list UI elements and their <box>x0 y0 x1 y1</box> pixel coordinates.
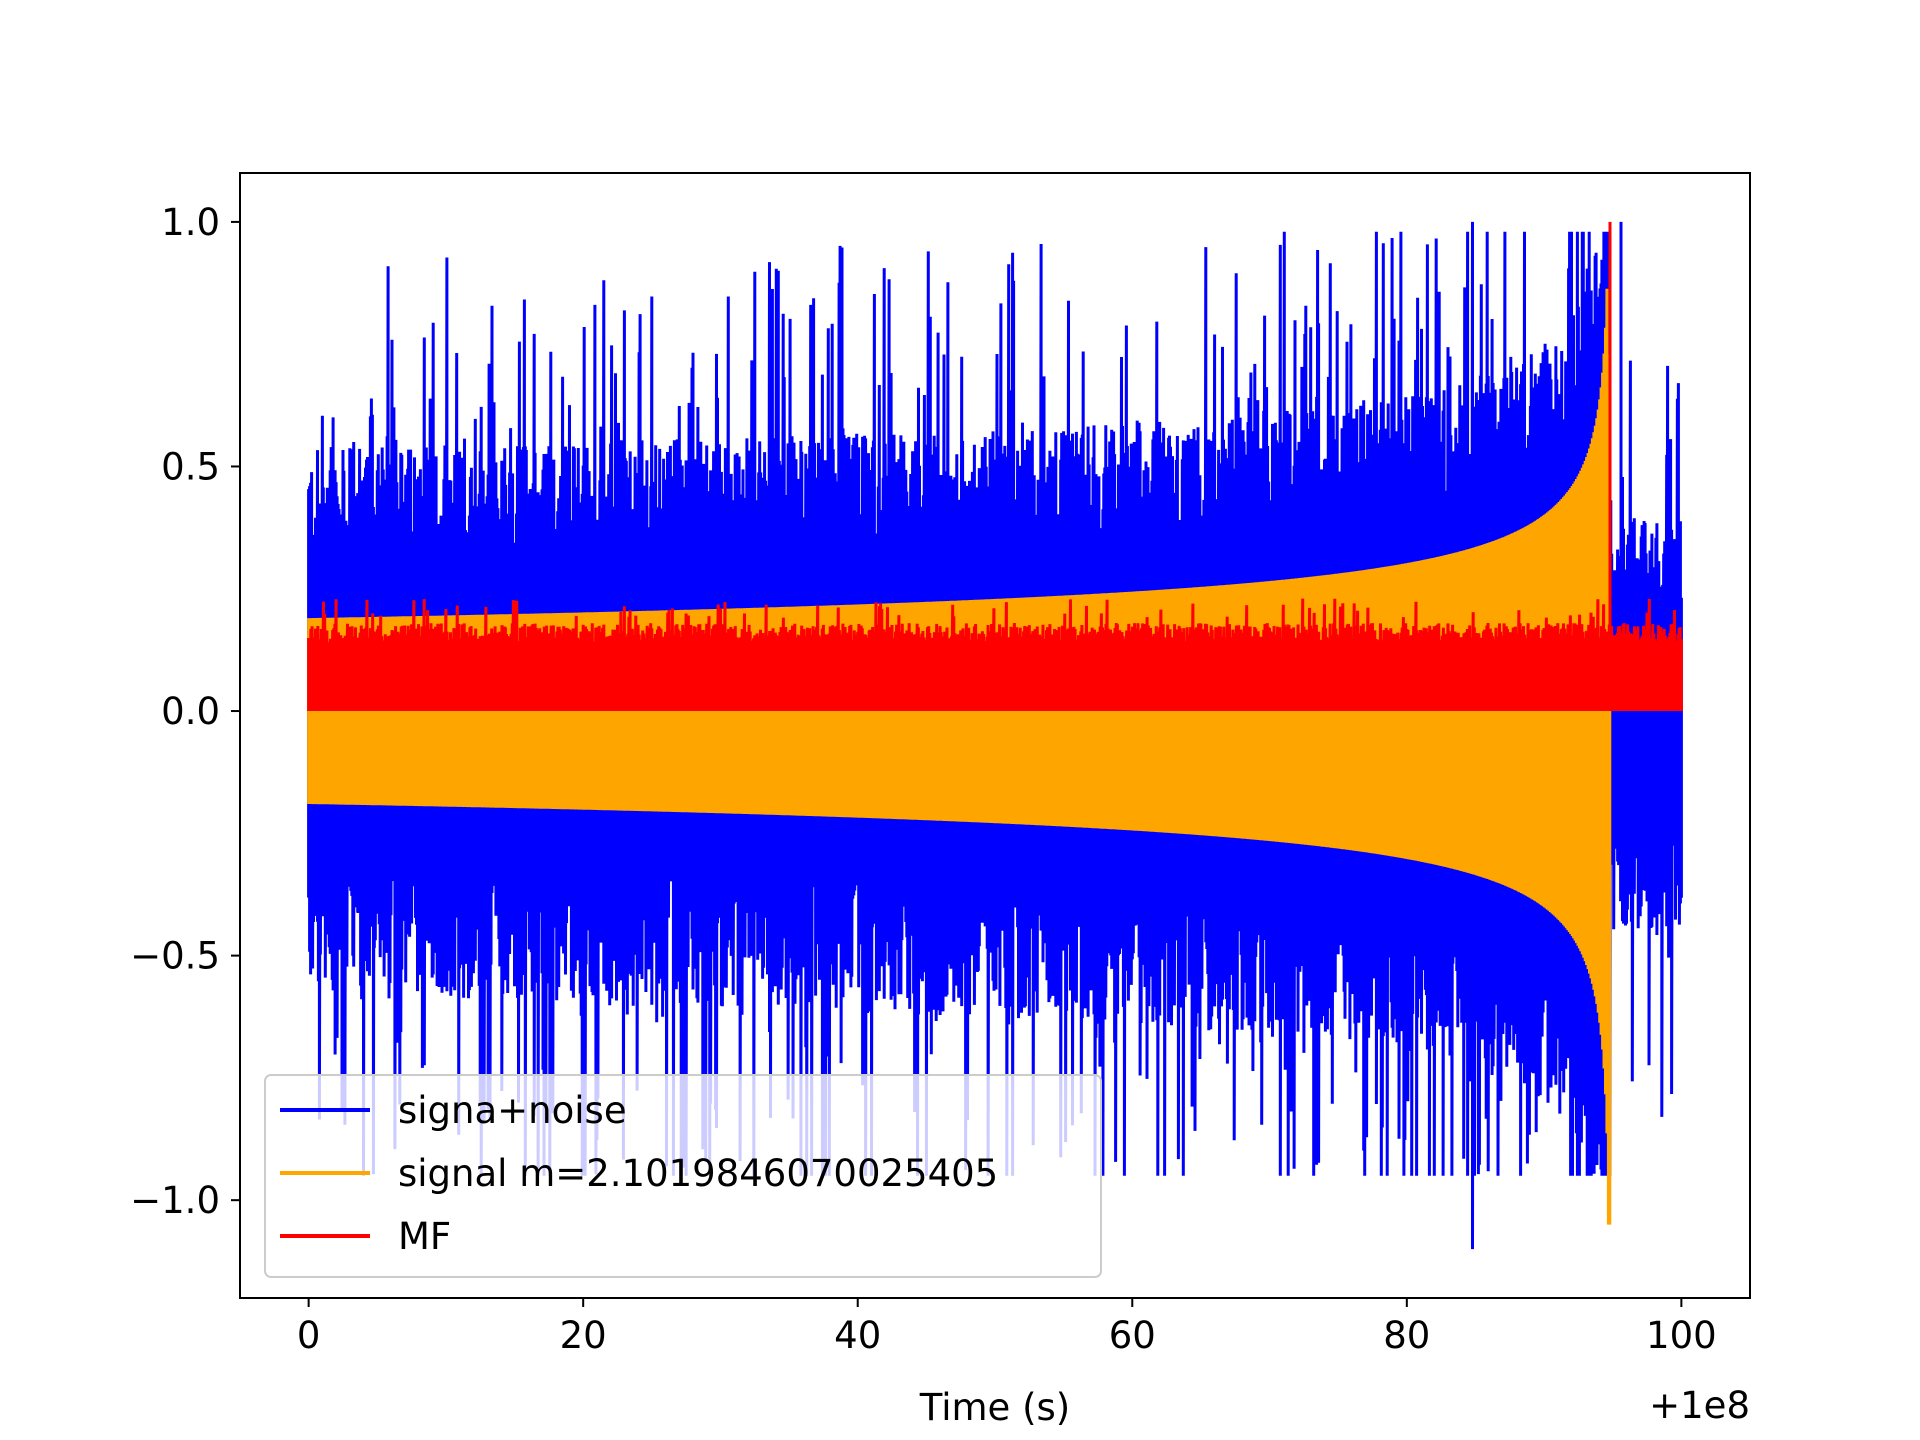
x-tick-label: 80 <box>1383 1314 1430 1357</box>
axes-frame <box>239 172 1751 1299</box>
x-offset-label: +1e8 <box>1649 1384 1750 1427</box>
series-mf-line <box>307 221 1683 712</box>
x-tick-label: 100 <box>1646 1314 1717 1357</box>
y-axis: −1.0 −0.5 0.0 0.5 1.0 <box>130 201 240 1222</box>
y-tick-label: 1.0 <box>161 201 220 244</box>
x-tick-label: 60 <box>1109 1314 1156 1357</box>
plot-area <box>307 221 1683 1250</box>
legend: signa+noise signal m=2.1019846070025405 … <box>264 1074 1102 1278</box>
legend-label-signal: signal m=2.1019846070025405 <box>398 1152 998 1195</box>
x-axis-label: Time (s) <box>919 1386 1070 1429</box>
legend-box <box>264 1074 1102 1278</box>
x-tick-label: 20 <box>560 1314 607 1357</box>
legend-label-signal-noise: signa+noise <box>398 1089 627 1132</box>
y-tick-label: −1.0 <box>130 1179 220 1222</box>
y-tick-label: 0.5 <box>161 445 220 488</box>
x-axis: 0 20 40 60 80 100 <box>297 1298 1717 1357</box>
x-tick-label: 0 <box>297 1314 321 1357</box>
legend-label-mf: MF <box>398 1215 451 1258</box>
x-tick-label: 40 <box>834 1314 881 1357</box>
y-tick-label: −0.5 <box>130 935 220 978</box>
y-tick-label: 0.0 <box>161 690 220 733</box>
